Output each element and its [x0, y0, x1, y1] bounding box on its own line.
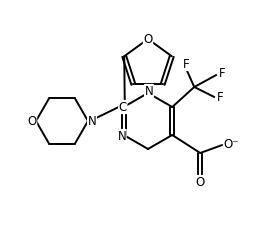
Text: F: F	[183, 58, 190, 71]
Text: N: N	[145, 85, 153, 98]
Text: C: C	[119, 101, 127, 114]
Text: F: F	[219, 66, 225, 80]
Text: N: N	[87, 114, 96, 127]
Text: F: F	[217, 91, 224, 103]
Text: O⁻: O⁻	[224, 137, 239, 151]
Text: O: O	[27, 114, 37, 127]
Text: O: O	[143, 33, 153, 45]
Text: N: N	[117, 130, 126, 142]
Text: O: O	[196, 175, 205, 189]
